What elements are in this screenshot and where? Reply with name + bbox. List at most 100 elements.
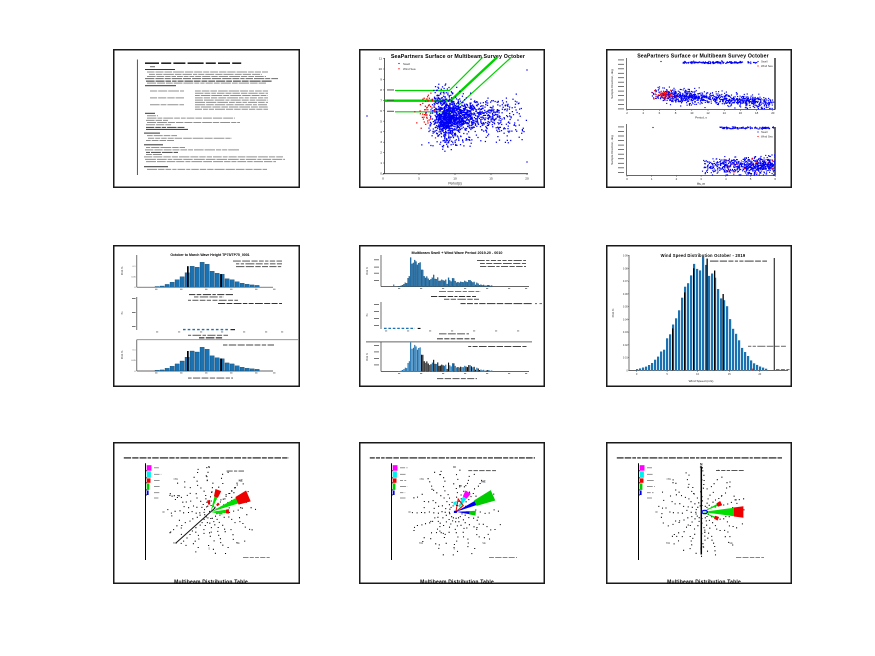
svg-text:1: 1 bbox=[651, 177, 653, 181]
svg-text:3: 3 bbox=[700, 177, 702, 181]
svg-text:0.01: 0.01 bbox=[623, 357, 628, 360]
svg-text:4: 4 bbox=[725, 177, 727, 181]
svg-text:SW: SW bbox=[173, 541, 178, 545]
svg-text:Hs: Hs bbox=[366, 313, 369, 317]
svg-text:SeaPartners Surface or Multibe: SeaPartners Surface or Multibeam Survey … bbox=[391, 54, 525, 60]
svg-text:W: W bbox=[655, 510, 658, 514]
svg-text:NW: NW bbox=[667, 477, 672, 481]
svg-text:0: 0 bbox=[626, 369, 628, 372]
svg-text:18: 18 bbox=[755, 111, 759, 115]
svg-text:N: N bbox=[700, 463, 703, 467]
svg-text:Prob %: Prob % bbox=[120, 266, 124, 275]
svg-text:Multibeam Distribution Table: Multibeam Distribution Table bbox=[420, 579, 494, 584]
svg-text:SW: SW bbox=[666, 541, 671, 545]
svg-text:8: 8 bbox=[675, 111, 677, 115]
svg-text:0.05: 0.05 bbox=[623, 306, 628, 309]
svg-text:0.02: 0.02 bbox=[623, 344, 628, 347]
svg-text:Hs: Hs bbox=[121, 311, 124, 315]
svg-text:N: N bbox=[453, 465, 455, 469]
svg-text:Wind Speed (m/s): Wind Speed (m/s) bbox=[689, 379, 714, 383]
svg-text:Wind Sea: Wind Sea bbox=[403, 67, 416, 71]
svg-text:SeaPartners Surface or Multibe: SeaPartners Surface or Multibeam Survey … bbox=[637, 54, 769, 60]
svg-text:NE: NE bbox=[239, 479, 243, 483]
svg-text:0.05: 0.05 bbox=[131, 360, 136, 362]
svg-text:NW: NW bbox=[174, 477, 179, 481]
svg-text:Prob %: Prob % bbox=[366, 352, 369, 361]
svg-text:15: 15 bbox=[489, 177, 493, 181]
svg-text:Swell: Swell bbox=[403, 62, 410, 66]
svg-text:16: 16 bbox=[739, 111, 743, 115]
svg-text:7: 7 bbox=[380, 99, 382, 103]
svg-text:SE: SE bbox=[236, 541, 240, 545]
svg-text:15: 15 bbox=[728, 372, 731, 376]
svg-text:14: 14 bbox=[723, 111, 727, 115]
svg-text:W: W bbox=[162, 510, 165, 514]
svg-text:Multibeam Distribution Table: Multibeam Distribution Table bbox=[667, 579, 741, 584]
svg-text:0: 0 bbox=[134, 287, 136, 289]
svg-text:10: 10 bbox=[379, 67, 383, 71]
svg-text:10: 10 bbox=[696, 372, 699, 376]
svg-text:2: 2 bbox=[626, 111, 628, 115]
svg-text:20: 20 bbox=[771, 111, 775, 115]
svg-text:0.07: 0.07 bbox=[623, 280, 628, 283]
svg-text:4: 4 bbox=[642, 111, 644, 115]
svg-text:5: 5 bbox=[380, 119, 382, 123]
svg-text:0.06: 0.06 bbox=[623, 293, 628, 296]
svg-text:Swell: Swell bbox=[761, 130, 768, 134]
svg-text:0: 0 bbox=[636, 372, 638, 376]
svg-text:Wind Sea: Wind Sea bbox=[761, 135, 773, 139]
svg-text:11: 11 bbox=[379, 57, 382, 61]
svg-text:Swell: Swell bbox=[761, 60, 768, 64]
svg-text:October to March Wave Height T: October to March Wave Height TP75/TP75_0… bbox=[170, 253, 249, 257]
svg-text:Hs, m: Hs, m bbox=[697, 182, 706, 186]
svg-text:20: 20 bbox=[525, 177, 529, 181]
svg-text:N: N bbox=[208, 465, 210, 469]
svg-text:S: S bbox=[208, 547, 210, 551]
svg-text:10: 10 bbox=[690, 111, 694, 115]
svg-text:3: 3 bbox=[380, 140, 382, 144]
svg-text:0.08: 0.08 bbox=[623, 267, 628, 270]
svg-text:Sample Direction, deg: Sample Direction, deg bbox=[610, 69, 614, 99]
svg-text:Prob %: Prob % bbox=[366, 266, 369, 275]
svg-text:0.1: 0.1 bbox=[133, 266, 137, 268]
svg-text:SE: SE bbox=[482, 541, 486, 545]
svg-text:Prob %: Prob % bbox=[120, 350, 124, 359]
svg-text:9: 9 bbox=[380, 78, 382, 82]
svg-text:0.05: 0.05 bbox=[131, 276, 136, 278]
svg-text:Multibeam Swell + Wind Wave Pe: Multibeam Swell + Wind Wave Period 2019-… bbox=[412, 251, 503, 255]
svg-text:0: 0 bbox=[134, 371, 136, 373]
svg-text:S: S bbox=[454, 547, 456, 551]
svg-text:W: W bbox=[408, 510, 411, 514]
svg-text:Period(s): Period(s) bbox=[448, 182, 461, 186]
svg-text:2: 2 bbox=[380, 151, 382, 155]
svg-text:4: 4 bbox=[380, 130, 382, 134]
svg-text:5: 5 bbox=[418, 177, 420, 181]
svg-text:0: 0 bbox=[382, 177, 384, 181]
svg-text:0.04: 0.04 bbox=[623, 318, 628, 321]
svg-text:0.1: 0.1 bbox=[133, 350, 137, 352]
svg-text:Wind Sea: Wind Sea bbox=[761, 64, 773, 68]
svg-text:Wind Speed Distribution Octobe: Wind Speed Distribution October - 2019 bbox=[661, 253, 746, 258]
svg-text:2: 2 bbox=[676, 177, 678, 181]
svg-text:Period, s: Period, s bbox=[695, 116, 707, 120]
svg-text:SE: SE bbox=[729, 541, 733, 545]
svg-text:5: 5 bbox=[666, 372, 668, 376]
svg-text:NW: NW bbox=[420, 477, 425, 481]
svg-text:5: 5 bbox=[750, 177, 752, 181]
svg-text:6: 6 bbox=[659, 111, 661, 115]
svg-text:NE: NE bbox=[481, 480, 485, 484]
svg-text:10: 10 bbox=[453, 177, 457, 181]
svg-text:1: 1 bbox=[380, 161, 382, 165]
svg-text:Prob %: Prob % bbox=[611, 308, 615, 317]
svg-text:0.03: 0.03 bbox=[623, 331, 628, 334]
svg-text:Multibeam Distribution Table: Multibeam Distribution Table bbox=[174, 579, 248, 584]
svg-text:12: 12 bbox=[706, 111, 710, 115]
svg-text:Sample Direction, deg: Sample Direction, deg bbox=[610, 135, 614, 165]
svg-text:20: 20 bbox=[758, 372, 761, 376]
svg-text:6: 6 bbox=[380, 109, 382, 113]
svg-text:0.09: 0.09 bbox=[623, 255, 628, 258]
svg-text:6: 6 bbox=[774, 177, 776, 181]
svg-text:0: 0 bbox=[380, 172, 382, 176]
svg-text:SW: SW bbox=[419, 541, 424, 545]
svg-text:0: 0 bbox=[626, 177, 628, 181]
